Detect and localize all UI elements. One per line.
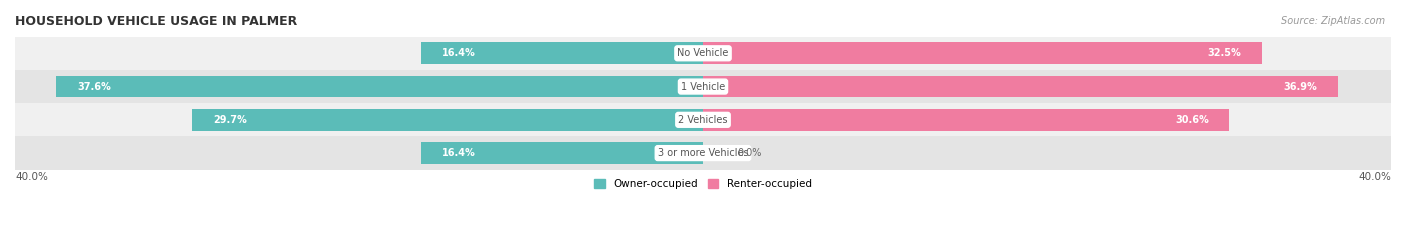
Text: 40.0%: 40.0% [15, 172, 48, 182]
Bar [420, 142, 703, 164]
Bar [420, 43, 703, 64]
Legend: Owner-occupied, Renter-occupied: Owner-occupied, Renter-occupied [591, 175, 815, 193]
Text: Source: ZipAtlas.com: Source: ZipAtlas.com [1281, 16, 1385, 26]
Text: 30.6%: 30.6% [1175, 115, 1209, 125]
Bar [193, 109, 703, 131]
Bar [15, 103, 1391, 136]
Text: 36.9%: 36.9% [1284, 82, 1317, 91]
Bar [703, 76, 1337, 97]
Bar [15, 136, 1391, 170]
Text: 16.4%: 16.4% [441, 148, 475, 158]
Bar [703, 43, 1263, 64]
Text: No Vehicle: No Vehicle [678, 48, 728, 58]
Text: 1 Vehicle: 1 Vehicle [681, 82, 725, 91]
Text: 0.0%: 0.0% [737, 148, 762, 158]
Text: 2 Vehicles: 2 Vehicles [678, 115, 728, 125]
Text: 40.0%: 40.0% [1358, 172, 1391, 182]
Bar [56, 76, 703, 97]
Text: 3 or more Vehicles: 3 or more Vehicles [658, 148, 748, 158]
Text: 29.7%: 29.7% [212, 115, 246, 125]
Bar [703, 109, 1229, 131]
Bar [15, 37, 1391, 70]
Text: 37.6%: 37.6% [77, 82, 111, 91]
Bar [15, 70, 1391, 103]
Text: HOUSEHOLD VEHICLE USAGE IN PALMER: HOUSEHOLD VEHICLE USAGE IN PALMER [15, 15, 297, 28]
Text: 16.4%: 16.4% [441, 48, 475, 58]
Text: 32.5%: 32.5% [1208, 48, 1241, 58]
